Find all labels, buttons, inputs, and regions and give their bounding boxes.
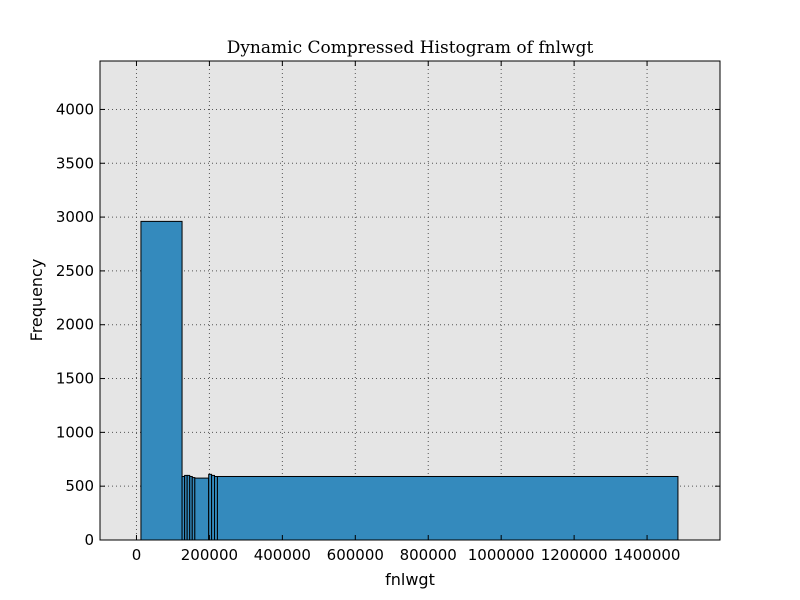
x-tick-label: 1000000 [468,546,535,564]
histogram-bar [216,475,679,541]
y-tick-label: 3000 [56,208,94,226]
y-tick-label: 500 [65,477,94,495]
histogram-bars [140,220,679,541]
x-tick-label: 1200000 [541,546,608,564]
histogram-bar [140,220,183,541]
x-tick-label: 1400000 [614,546,681,564]
x-tick-label: 400000 [254,546,311,564]
chart-title: Dynamic Compressed Histogram of fnlwgt [227,38,594,58]
plot-background [100,61,720,540]
y-tick-label: 4000 [56,100,94,118]
histogram-bar [194,477,210,541]
y-tick-label: 2000 [56,316,94,334]
x-tick-label: 800000 [400,546,457,564]
y-tick-label: 0 [84,531,94,549]
y-tick-label: 1000 [56,423,94,441]
x-axis-label: fnlwgt [385,570,435,589]
x-tick-label: 600000 [327,546,384,564]
y-tick-label: 2500 [56,262,94,280]
axis-ticks: 0 200000 400000 600000 800000 1000000 1200000 1… [56,61,720,564]
y-tick-label: 1500 [56,370,94,388]
y-axis-label: Frequency [27,259,46,342]
plot-frame [99,60,721,541]
x-tick-label: 200000 [181,546,238,564]
y-tick-label: 3500 [56,154,94,172]
x-tick-label: 0 [132,546,142,564]
